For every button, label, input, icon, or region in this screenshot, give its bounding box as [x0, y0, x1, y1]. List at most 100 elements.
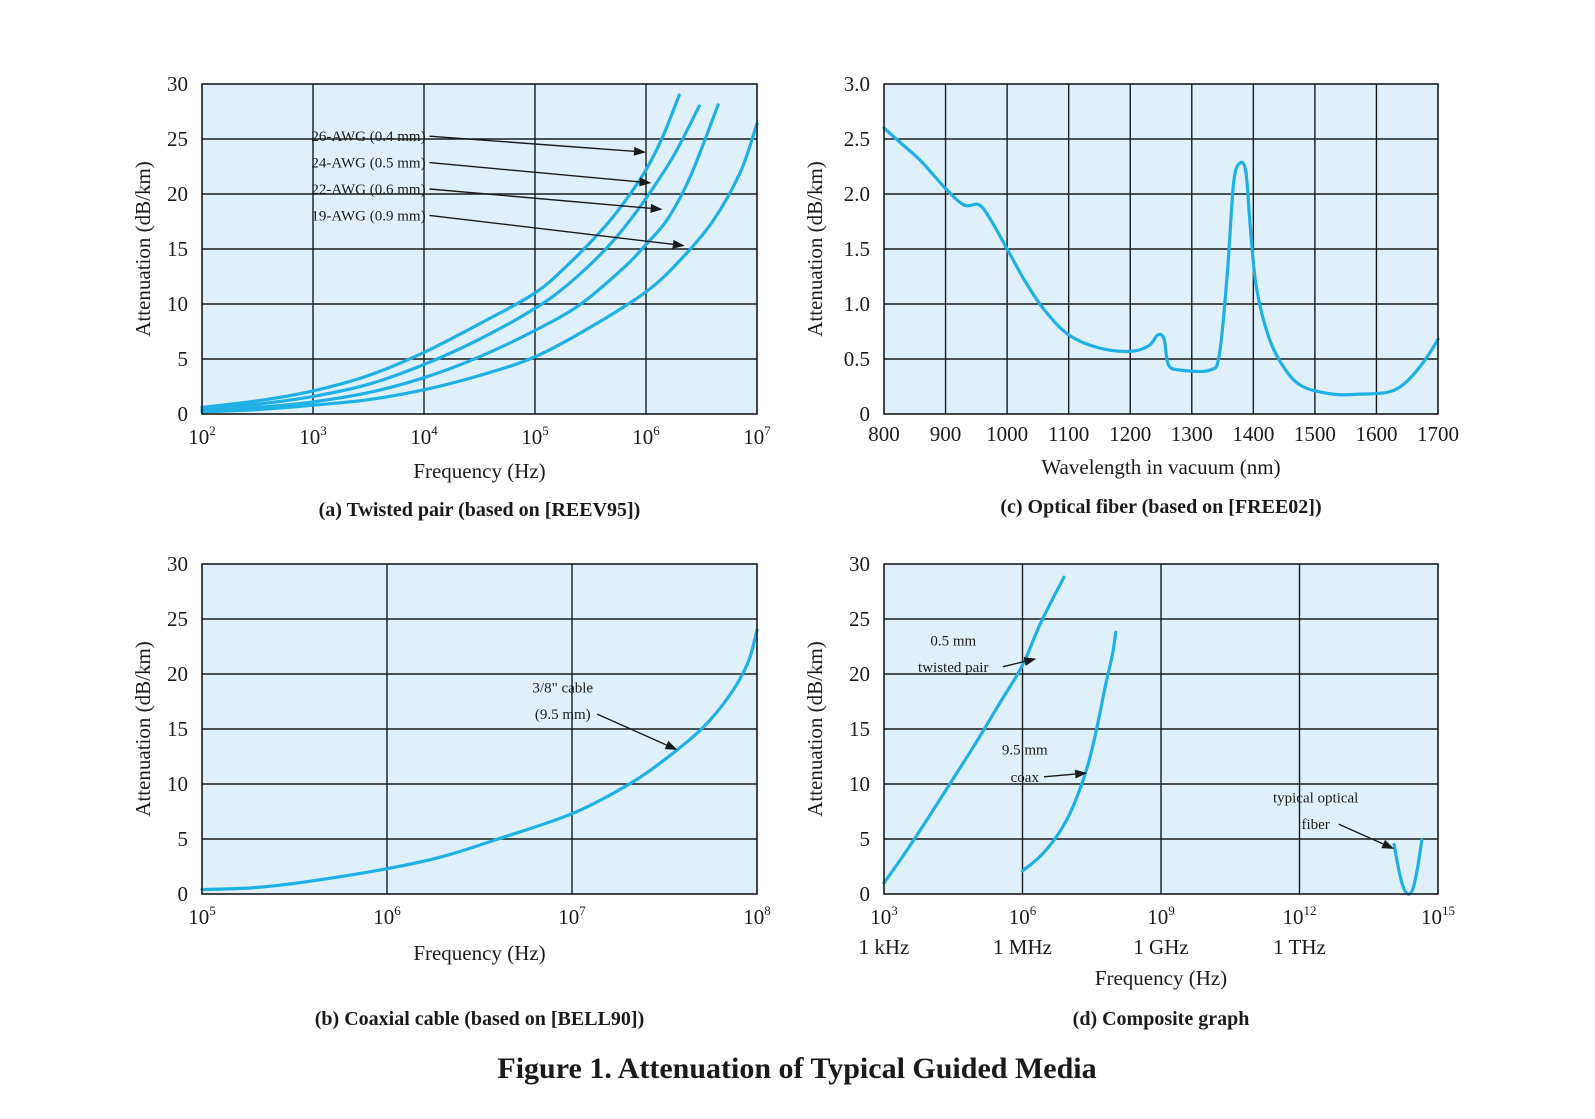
- x-tick-exponent: 4: [431, 423, 438, 438]
- annotation-arrow: [596, 713, 667, 746]
- x-axis-label: Frequency (Hz): [1095, 966, 1227, 990]
- y-tick-label: 25: [167, 607, 188, 631]
- annotation-label: 0.5 mm: [930, 633, 976, 649]
- annotation-label: coax: [1011, 770, 1040, 786]
- x-tick-unit-label: 1 MHz: [993, 935, 1052, 959]
- x-tick-label: 109: [1147, 903, 1175, 929]
- y-tick-label: 0.5: [844, 347, 870, 371]
- plot-frame: [883, 563, 1439, 895]
- x-tick-base: 10: [1421, 905, 1442, 929]
- y-tick-label: 0: [178, 402, 189, 426]
- x-tick-exponent: 3: [891, 903, 898, 918]
- x-axis-label: Wavelength in vacuum (nm): [1041, 455, 1280, 479]
- annotation-arrow: [1338, 823, 1384, 845]
- y-tick-label: 2.5: [844, 127, 870, 151]
- y-tick-label: 20: [167, 182, 188, 206]
- x-tick-base: 10: [1283, 905, 1304, 929]
- x-tick-exponent: 2: [209, 423, 216, 438]
- panel-caption: (c) Optical fiber (based on [FREE02]): [1000, 496, 1321, 518]
- x-tick-label: 108: [743, 903, 771, 929]
- y-tick-label: 5: [178, 347, 189, 371]
- x-tick-exponent: 12: [1304, 903, 1317, 918]
- annotation-arrowhead: [1023, 657, 1037, 666]
- y-tick-label: 25: [849, 607, 870, 631]
- y-tick-label: 5: [860, 827, 871, 851]
- plot-frame: [201, 563, 758, 895]
- x-tick-label: 107: [743, 423, 771, 449]
- annotation-label: typical optical: [1273, 791, 1358, 807]
- annotation-arrow: [1043, 773, 1076, 778]
- annotation-arrowhead: [650, 203, 663, 213]
- series-line: [882, 575, 1066, 885]
- x-tick-unit-label: 1 THz: [1273, 935, 1326, 959]
- x-tick-label: 1000: [986, 422, 1028, 446]
- x-tick-label: 106: [1009, 903, 1037, 929]
- x-tick-label: 800: [868, 422, 900, 446]
- panel-optical-fiber: 0 0.5 1.0 1.5 2.0 2.5 3.0 800 900 1000 1100 1200 130…: [803, 72, 1459, 518]
- y-tick-label: 0: [178, 882, 189, 906]
- series-line: [200, 93, 681, 409]
- y-tick-label: 10: [167, 772, 188, 796]
- x-tick-label: 105: [188, 903, 216, 929]
- annotation-arrowhead: [639, 177, 652, 187]
- series-line: [200, 103, 720, 413]
- x-tick-base: 10: [373, 905, 394, 929]
- x-tick-label: 1400: [1232, 422, 1274, 446]
- x-tick-unit-label: 1 kHz: [859, 935, 910, 959]
- y-tick-label: 15: [849, 717, 870, 741]
- y-tick-label: 10: [167, 292, 188, 316]
- x-tick-label: 103: [870, 903, 898, 929]
- series-line: [882, 126, 1440, 397]
- y-tick-label: 5: [178, 827, 189, 851]
- y-tick-label: 3.0: [844, 72, 870, 96]
- x-tick-exponent: 9: [1168, 903, 1175, 918]
- x-tick-base: 10: [299, 425, 320, 449]
- x-tick-label: 106: [632, 423, 660, 449]
- x-tick-base: 10: [743, 905, 764, 929]
- y-tick-label: 25: [167, 127, 188, 151]
- x-tick-base: 10: [1147, 905, 1168, 929]
- series-line: [200, 104, 701, 411]
- x-tick-label: 900: [930, 422, 962, 446]
- annotation-arrowhead: [1074, 769, 1088, 779]
- x-tick-exponent: 5: [209, 903, 216, 918]
- panel-caption: (d) Composite graph: [1073, 1008, 1250, 1030]
- y-tick-label: 2.0: [844, 182, 870, 206]
- y-tick-label: 1.0: [844, 292, 870, 316]
- y-axis-label: Attenuation (dB/km): [131, 641, 155, 817]
- y-tick-label: 10: [849, 772, 870, 796]
- annotation-label: 9.5 mm: [1002, 742, 1048, 758]
- annotation-arrow: [429, 214, 674, 245]
- x-tick-base: 10: [870, 905, 891, 929]
- y-axis-label: Attenuation (dB/km): [131, 161, 155, 337]
- annotation-label: fiber: [1301, 817, 1329, 833]
- annotation-arrowhead: [664, 740, 678, 750]
- annotation-label: twisted pair: [918, 660, 988, 676]
- x-tick-base: 10: [521, 425, 542, 449]
- annotation-arrowhead: [633, 146, 646, 156]
- x-tick-label: 104: [410, 423, 438, 449]
- x-tick-unit-label: 1 GHz: [1133, 935, 1188, 959]
- x-tick-base: 10: [743, 425, 764, 449]
- x-axis-label: Frequency (Hz): [413, 459, 545, 483]
- x-tick-label: 1015: [1421, 903, 1455, 929]
- x-tick-base: 10: [188, 425, 209, 449]
- y-tick-label: 30: [167, 552, 188, 576]
- annotation-label: 26-AWG (0.4 mm): [311, 129, 425, 145]
- x-tick-base: 10: [410, 425, 431, 449]
- annotation-arrow: [429, 188, 651, 210]
- annotation-arrow: [429, 161, 640, 183]
- x-tick-exponent: 6: [653, 423, 660, 438]
- x-tick-base: 10: [558, 905, 579, 929]
- figure-title: Figure 1. Attenuation of Typical Guided …: [497, 1052, 1096, 1085]
- x-tick-label: 106: [373, 903, 401, 929]
- x-tick-label: 1012: [1283, 903, 1317, 929]
- y-tick-label: 15: [167, 237, 188, 261]
- x-tick-base: 10: [188, 905, 209, 929]
- annotation-arrow: [1002, 660, 1025, 668]
- x-tick-exponent: 7: [579, 903, 586, 918]
